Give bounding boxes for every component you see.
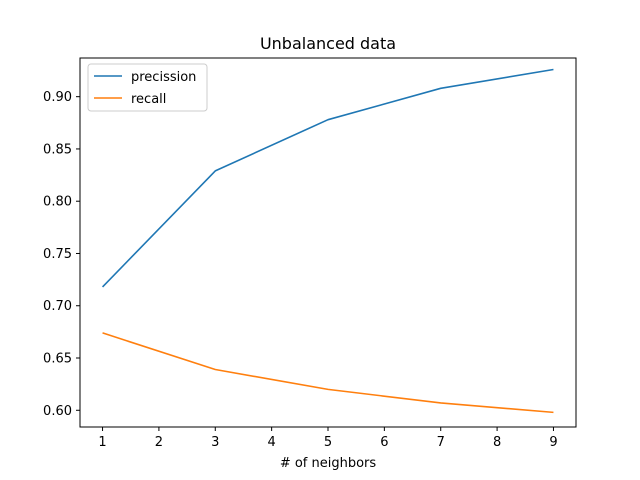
legend-label-precission: precission bbox=[131, 70, 196, 85]
y-tick-label: 0.85 bbox=[43, 142, 72, 157]
x-tick-label: 5 bbox=[324, 435, 332, 450]
x-tick-label: 3 bbox=[211, 435, 219, 450]
plot-area bbox=[101, 68, 554, 414]
x-axis: 1 2 3 4 5 6 7 8 9 bbox=[98, 427, 558, 450]
legend-label-recall: recall bbox=[131, 92, 166, 107]
y-tick-label: 0.65 bbox=[43, 352, 72, 367]
legend: precission recall bbox=[87, 63, 208, 112]
y-tick-label: 0.60 bbox=[43, 404, 72, 419]
x-axis-label: # of neighbors bbox=[280, 456, 377, 471]
y-tick-label: 0.75 bbox=[43, 247, 72, 262]
y-axis: 0.60 0.65 0.70 0.75 0.80 0.85 0.90 bbox=[43, 90, 80, 419]
x-tick-label: 6 bbox=[380, 435, 388, 450]
x-tick-label: 4 bbox=[267, 435, 275, 450]
series-line-recall bbox=[102, 332, 554, 414]
x-tick-label: 1 bbox=[98, 435, 106, 450]
y-tick-label: 0.90 bbox=[43, 90, 72, 105]
x-tick-label: 8 bbox=[493, 435, 501, 450]
y-tick-label: 0.70 bbox=[43, 299, 72, 314]
x-tick-label: 2 bbox=[155, 435, 163, 450]
x-tick-label: 9 bbox=[549, 435, 557, 450]
y-tick-label: 0.80 bbox=[43, 195, 72, 210]
axes-frame bbox=[79, 57, 577, 428]
chart-title: Unbalanced data bbox=[260, 34, 396, 53]
x-tick-label: 7 bbox=[437, 435, 445, 450]
